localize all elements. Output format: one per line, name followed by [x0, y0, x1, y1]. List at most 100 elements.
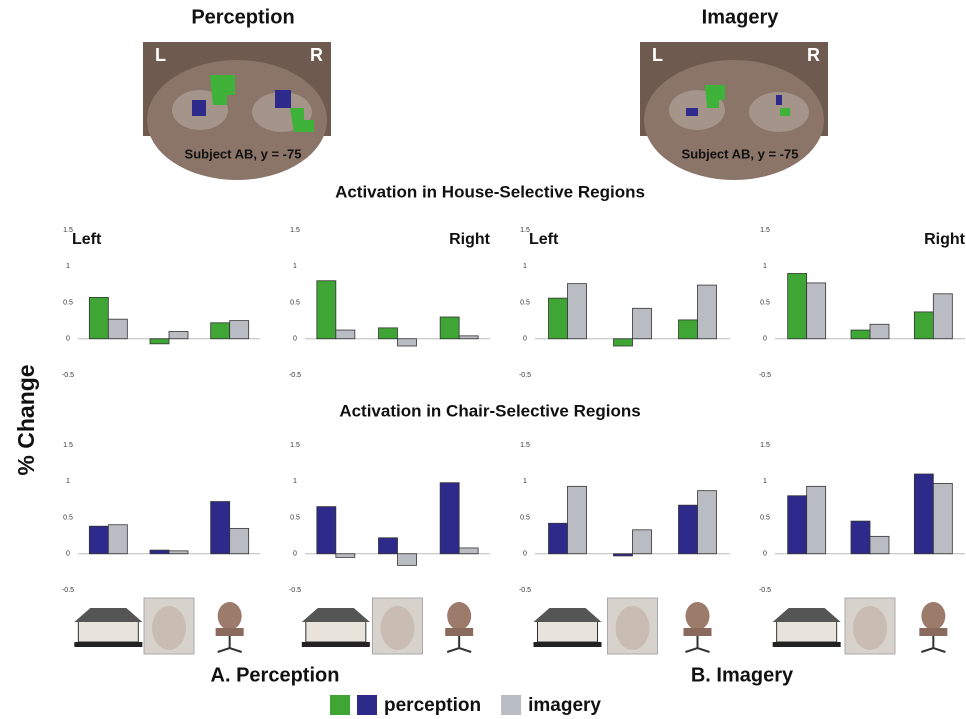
bar — [229, 527, 250, 555]
chair-icon — [683, 628, 712, 636]
legend-swatch — [357, 695, 377, 715]
bar — [107, 318, 128, 340]
house-icon — [537, 619, 598, 643]
y-axis-label: % Change — [13, 364, 39, 475]
legend: perception imagery — [330, 695, 601, 716]
bar — [210, 322, 231, 340]
bar — [913, 473, 934, 555]
brain-title: Perception — [191, 6, 294, 28]
face-icon — [152, 606, 186, 650]
chair-icon — [685, 636, 710, 653]
legend-label: perception — [384, 695, 481, 716]
y-tick-label: 1.5 — [760, 227, 770, 234]
y-tick-label: 0 — [763, 336, 767, 343]
y-tick-label: 0.5 — [760, 514, 770, 521]
bar — [932, 293, 953, 340]
house-icon — [301, 608, 370, 622]
bar — [439, 316, 460, 340]
y-tick-label: 1 — [523, 478, 527, 485]
bar — [567, 283, 587, 340]
bar — [632, 529, 652, 555]
panel-label: B. Imagery — [691, 664, 794, 686]
chair-icon — [921, 636, 946, 653]
face-icon — [380, 606, 415, 650]
bar — [378, 537, 398, 555]
hemisphere-label: R — [310, 45, 323, 65]
bar — [697, 284, 717, 340]
house-icon — [533, 642, 602, 647]
chart-label: Right — [924, 231, 966, 248]
bar — [335, 329, 356, 340]
bar — [613, 553, 633, 557]
bar — [787, 273, 808, 340]
bar — [316, 280, 337, 340]
bar — [806, 485, 827, 555]
y-tick-label: 1 — [763, 478, 767, 485]
y-tick-label: 1.5 — [520, 442, 530, 449]
bar — [397, 553, 417, 566]
bar — [229, 320, 250, 340]
house-icon — [77, 619, 139, 643]
y-tick-label: 1 — [293, 263, 297, 270]
bar — [850, 520, 871, 555]
house-icon — [74, 608, 143, 622]
y-tick-label: 0.5 — [290, 514, 300, 521]
y-tick-label: 0 — [523, 551, 527, 558]
bar — [88, 297, 109, 340]
y-tick-label: 1 — [763, 263, 767, 270]
house-icon — [305, 619, 367, 643]
hemisphere-label: L — [652, 45, 663, 65]
chart-label: Right — [449, 231, 491, 248]
hemisphere-label: L — [155, 45, 166, 65]
bar — [210, 501, 231, 555]
legend-swatch — [330, 695, 350, 715]
y-tick-label: 0.5 — [760, 299, 770, 306]
y-tick-label: 0 — [763, 551, 767, 558]
bar — [378, 327, 398, 340]
house-icon — [772, 608, 841, 622]
y-tick-label: 0.5 — [520, 299, 530, 306]
y-tick-label: -0.5 — [289, 587, 301, 594]
chart-label: Left — [529, 231, 559, 248]
y-tick-label: 0 — [66, 336, 70, 343]
y-tick-label: -0.5 — [62, 372, 74, 379]
bar — [458, 335, 479, 340]
y-tick-label: 0 — [523, 336, 527, 343]
bar — [107, 524, 128, 555]
y-tick-label: -0.5 — [519, 372, 531, 379]
y-tick-label: -0.5 — [62, 587, 74, 594]
bar — [806, 282, 827, 340]
bar — [678, 319, 698, 340]
y-tick-label: 1.5 — [63, 227, 73, 234]
bar — [697, 490, 717, 555]
y-tick-label: -0.5 — [759, 372, 771, 379]
bar — [869, 323, 890, 340]
bar — [397, 338, 417, 347]
brain-title: Imagery — [702, 6, 780, 28]
y-tick-label: 0 — [293, 336, 297, 343]
y-tick-label: 1 — [523, 263, 527, 270]
y-tick-label: 0.5 — [63, 299, 73, 306]
y-tick-label: -0.5 — [759, 587, 771, 594]
bar — [149, 338, 170, 345]
chair-icon — [217, 602, 242, 630]
y-tick-label: 1.5 — [290, 227, 300, 234]
chair-icon — [919, 628, 948, 636]
bar — [548, 522, 568, 555]
bar — [88, 525, 109, 555]
bar — [168, 331, 189, 340]
bar — [316, 506, 337, 555]
chair-icon — [446, 636, 472, 653]
house-icon — [74, 642, 143, 647]
bar — [149, 549, 170, 555]
bar — [567, 485, 587, 555]
bar — [439, 482, 460, 555]
house-icon — [776, 619, 838, 643]
section-title: Activation in Chair-Selective Regions — [339, 401, 640, 420]
y-tick-label: 1.5 — [520, 227, 530, 234]
chair-icon — [217, 636, 242, 653]
stimulus-icons — [74, 597, 948, 655]
brain-image — [143, 42, 331, 180]
y-tick-label: 0.5 — [290, 299, 300, 306]
